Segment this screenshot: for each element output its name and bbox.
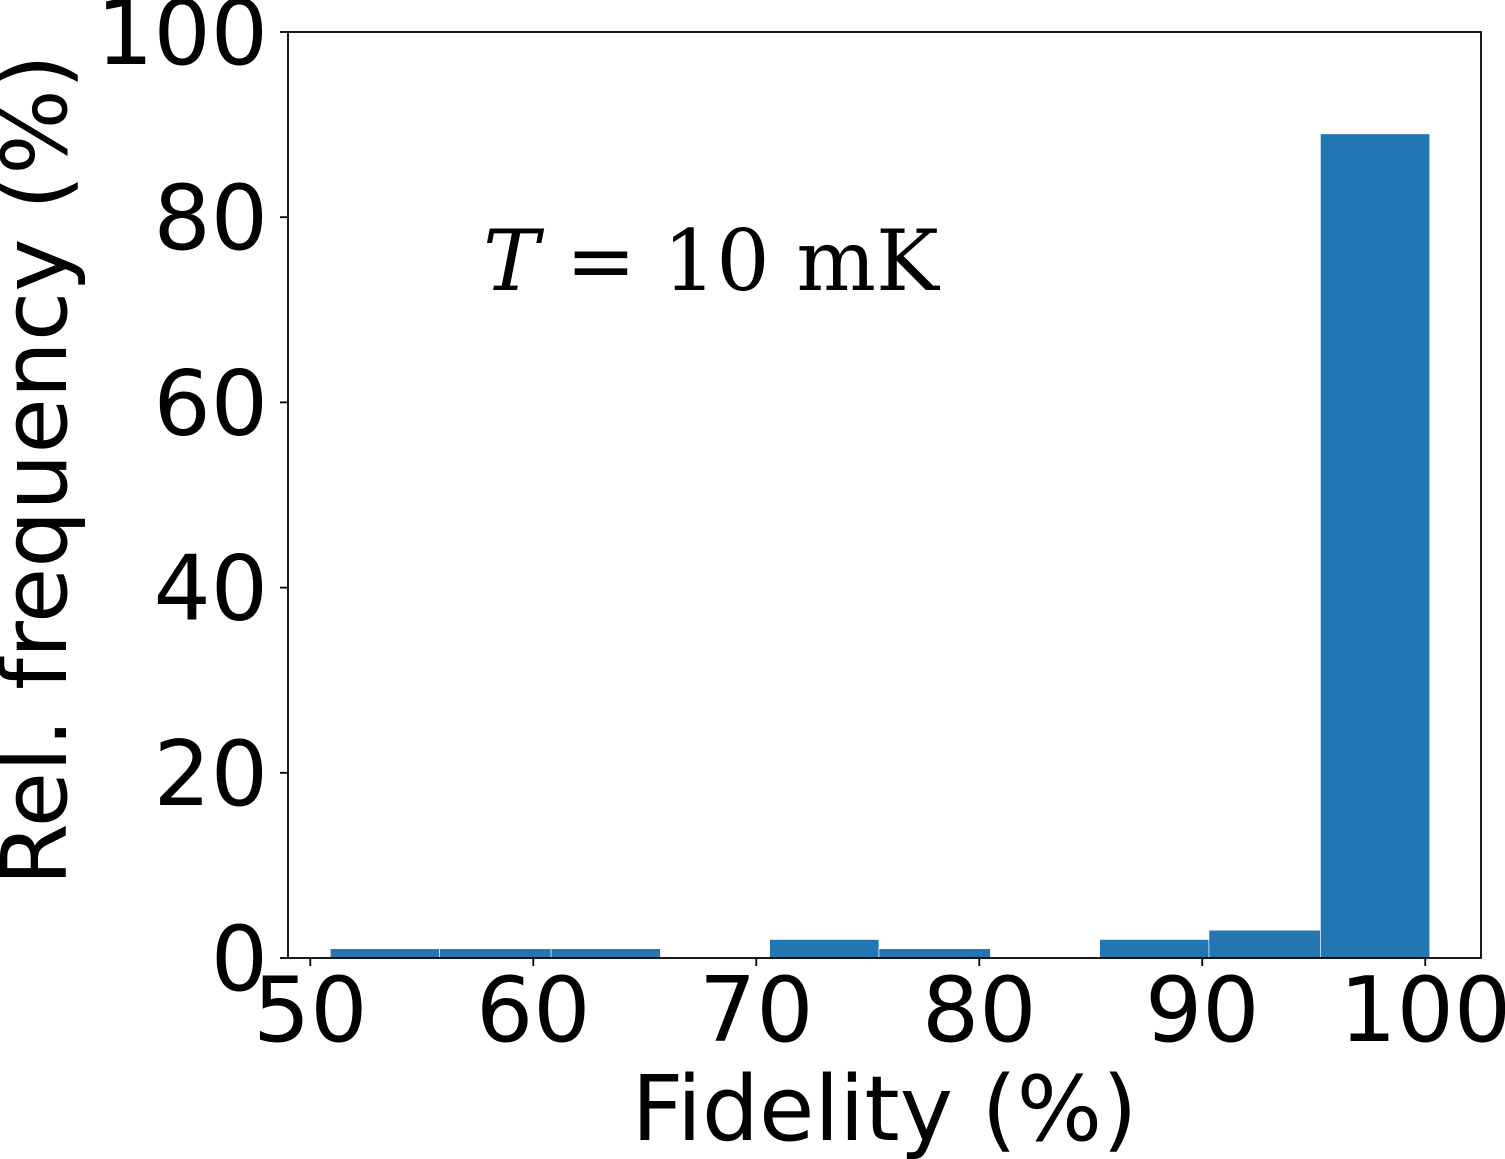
x-tick-label: 70 [699,958,814,1063]
annotation-value: = 10 mK [539,212,941,310]
bars-group [330,133,1431,959]
histogram-bar-4 [769,939,880,959]
histogram-bar-9 [1320,133,1431,959]
plot-frame [287,31,1482,959]
histogram-bar-0 [330,948,440,959]
x-tick-label: 80 [922,958,1037,1063]
histogram-bar-1 [439,948,552,959]
annotation-variable: T [483,212,545,310]
histogram-bar-7 [1099,939,1210,959]
y-tick-label: 0 [211,907,268,1012]
histogram-bar-2 [550,948,661,959]
histogram-bar-5 [878,948,991,959]
x-tick-label: 50 [253,958,368,1063]
temperature-annotation: T = 10 mK [483,212,941,310]
x-tick-label: 100 [1339,958,1505,1063]
x-tick-label: 90 [1145,958,1260,1063]
y-axis-ticks: 0 20 40 60 80 100 [96,0,288,1012]
x-axis-label: Fidelity (%) [632,1057,1138,1159]
x-tick-label: 60 [476,958,591,1063]
y-axis-label: Rel. frequency (%) [0,54,88,886]
y-tick-label: 80 [153,166,268,271]
y-tick-label: 100 [96,0,268,86]
y-tick-label: 20 [153,722,268,827]
x-axis-ticks: 50 60 70 80 90 100 [253,958,1505,1063]
y-tick-label: 60 [153,351,268,456]
histogram-bar-8 [1208,929,1321,959]
y-tick-label: 40 [153,537,268,642]
